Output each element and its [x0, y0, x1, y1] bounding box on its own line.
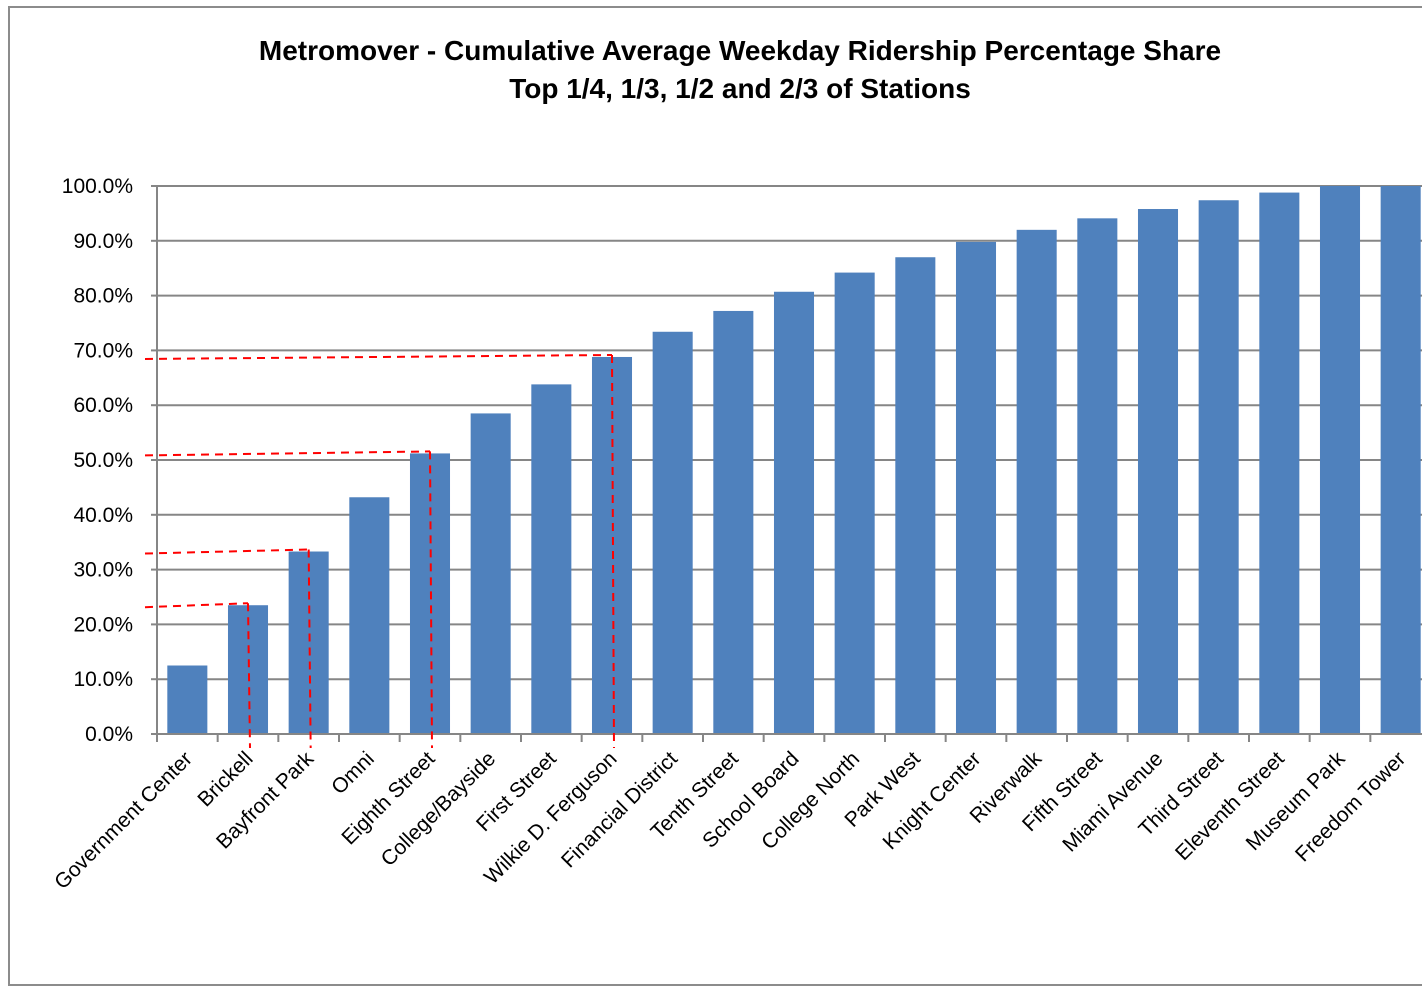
bar [1319, 186, 1361, 734]
bar [167, 665, 208, 734]
bar [349, 497, 390, 734]
x-tick-label: Government Center [50, 747, 197, 894]
bar [1380, 186, 1421, 734]
chart-subtitle: Top 1/4, 1/3, 1/2 and 2/3 of Stations [509, 73, 971, 104]
y-tick-label: 0.0% [85, 723, 133, 746]
bar [1198, 200, 1239, 735]
reference-line-vertical [307, 549, 312, 749]
y-tick-label: 20.0% [73, 613, 133, 636]
chart-svg: Metromover - Cumulative Average Weekday … [50, 35, 1422, 894]
axes [151, 185, 1422, 742]
y-tick-label: 60.0% [73, 394, 133, 417]
bar [591, 356, 633, 734]
x-tick-label: Eleventh Street [1171, 747, 1289, 865]
bar [531, 384, 572, 734]
bar [773, 291, 815, 734]
bar [1137, 209, 1179, 735]
x-tick-label: Omni [327, 747, 379, 799]
y-tick-label: 30.0% [73, 559, 133, 582]
reference-lines [144, 353, 615, 749]
y-tick-label: 80.0% [73, 285, 133, 308]
reference-line-vertical [611, 354, 615, 749]
y-tick-label: 40.0% [73, 504, 133, 527]
reference-line-horizontal [144, 450, 431, 457]
bars [167, 186, 1421, 735]
reference-line-horizontal [144, 548, 309, 555]
bar [1016, 229, 1057, 734]
y-tick-label: 50.0% [73, 449, 133, 472]
reference-line-horizontal [144, 353, 613, 360]
bar [955, 241, 997, 734]
y-tick-labels: 0.0% 10.0% 20.0% 30.0% 40.0% 50.0% 60.0% 70.0% 8… [62, 175, 133, 746]
bar [895, 257, 936, 734]
reference-line-vertical [247, 603, 251, 749]
reference-line-horizontal [144, 602, 249, 609]
chart-title: Metromover - Cumulative Average Weekday … [259, 35, 1221, 66]
bar [470, 413, 511, 734]
y-tick-label: 10.0% [73, 668, 133, 691]
y-tick-label: 90.0% [73, 230, 133, 253]
x-tick-label: Freedom Tower [1291, 747, 1410, 866]
reference-line-vertical [429, 451, 433, 749]
y-tick-label: 70.0% [73, 339, 133, 362]
bar [652, 331, 693, 734]
bar [834, 272, 875, 734]
y-tick-label: 100.0% [62, 175, 133, 198]
bar [227, 605, 269, 734]
bar [713, 310, 754, 734]
bar [1259, 192, 1300, 735]
bar [1077, 218, 1118, 734]
